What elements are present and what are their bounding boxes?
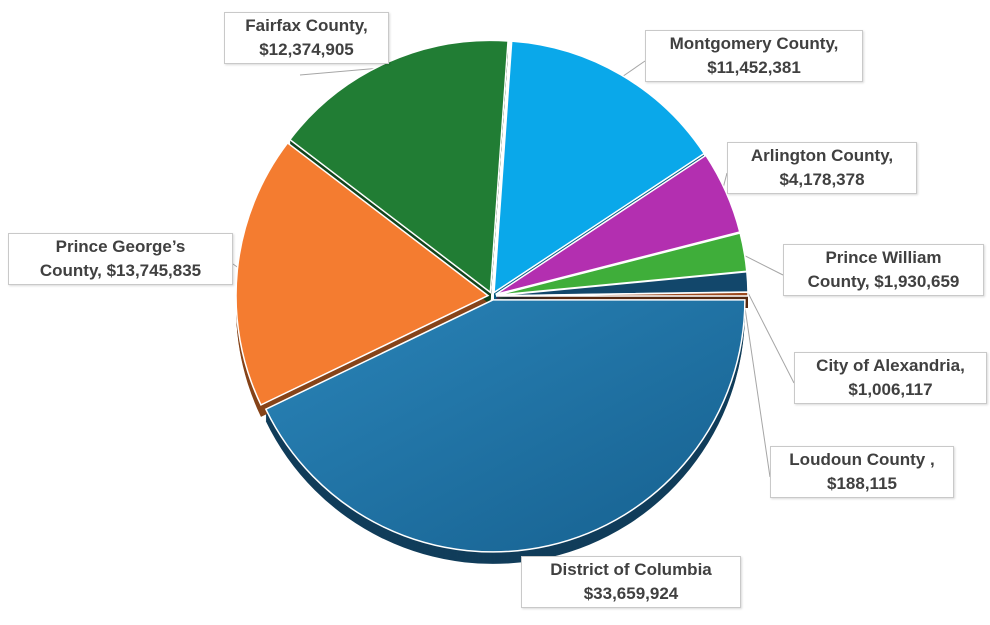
label-alexandria: City of Alexandria, $1,006,117 [794, 352, 987, 404]
label-montgomery-name: Montgomery County, [669, 34, 839, 53]
label-loudoun-value: $188,115 [827, 474, 897, 493]
label-dc: District of Columbia $33,659,924 [521, 556, 741, 608]
slice-loudoun-county [495, 291, 749, 297]
leader-prince-william-county [738, 252, 784, 276]
label-arlington-name: Arlington County, [750, 146, 894, 165]
label-pg-value: County, $13,745,835 [39, 261, 202, 280]
slice-district-of-columbia [264, 299, 746, 553]
label-princewilliam: Prince William County, $1,930,659 [783, 244, 984, 296]
label-fairfax-name: Fairfax County, [245, 16, 368, 35]
label-montgomery-value: $11,452,381 [707, 58, 801, 77]
label-dc-value: $33,659,924 [583, 584, 679, 603]
label-dc-name: District of Columbia [550, 560, 712, 579]
label-pg-name: Prince George’s [55, 237, 186, 256]
label-pg: Prince George’s County, $13,745,835 [8, 233, 233, 285]
slice-montgomery-county [493, 40, 706, 295]
label-arlington-value: $4,178,378 [779, 170, 865, 189]
leader-loudoun-county [742, 294, 771, 478]
label-alexandria-value: $1,006,117 [848, 380, 933, 399]
label-princewilliam-value: County, $1,930,659 [807, 272, 960, 291]
slice-prince-george-s-county [235, 141, 490, 406]
label-loudoun: Loudoun County , $188,115 [770, 446, 954, 498]
label-fairfax-value: $12,374,905 [259, 40, 354, 59]
label-arlington: Arlington County, $4,178,378 [727, 142, 917, 194]
pie-slices [235, 39, 749, 564]
label-loudoun-name: Loudoun County , [789, 450, 935, 469]
label-princewilliam-name: Prince William [825, 248, 942, 267]
label-fairfax: Fairfax County, $12,374,905 [224, 12, 389, 64]
leader-city-of-alexandria [742, 281, 795, 384]
label-alexandria-name: City of Alexandria, [816, 356, 965, 375]
slice-arlington-county [495, 154, 741, 296]
label-montgomery: Montgomery County, $11,452,381 [645, 30, 863, 82]
